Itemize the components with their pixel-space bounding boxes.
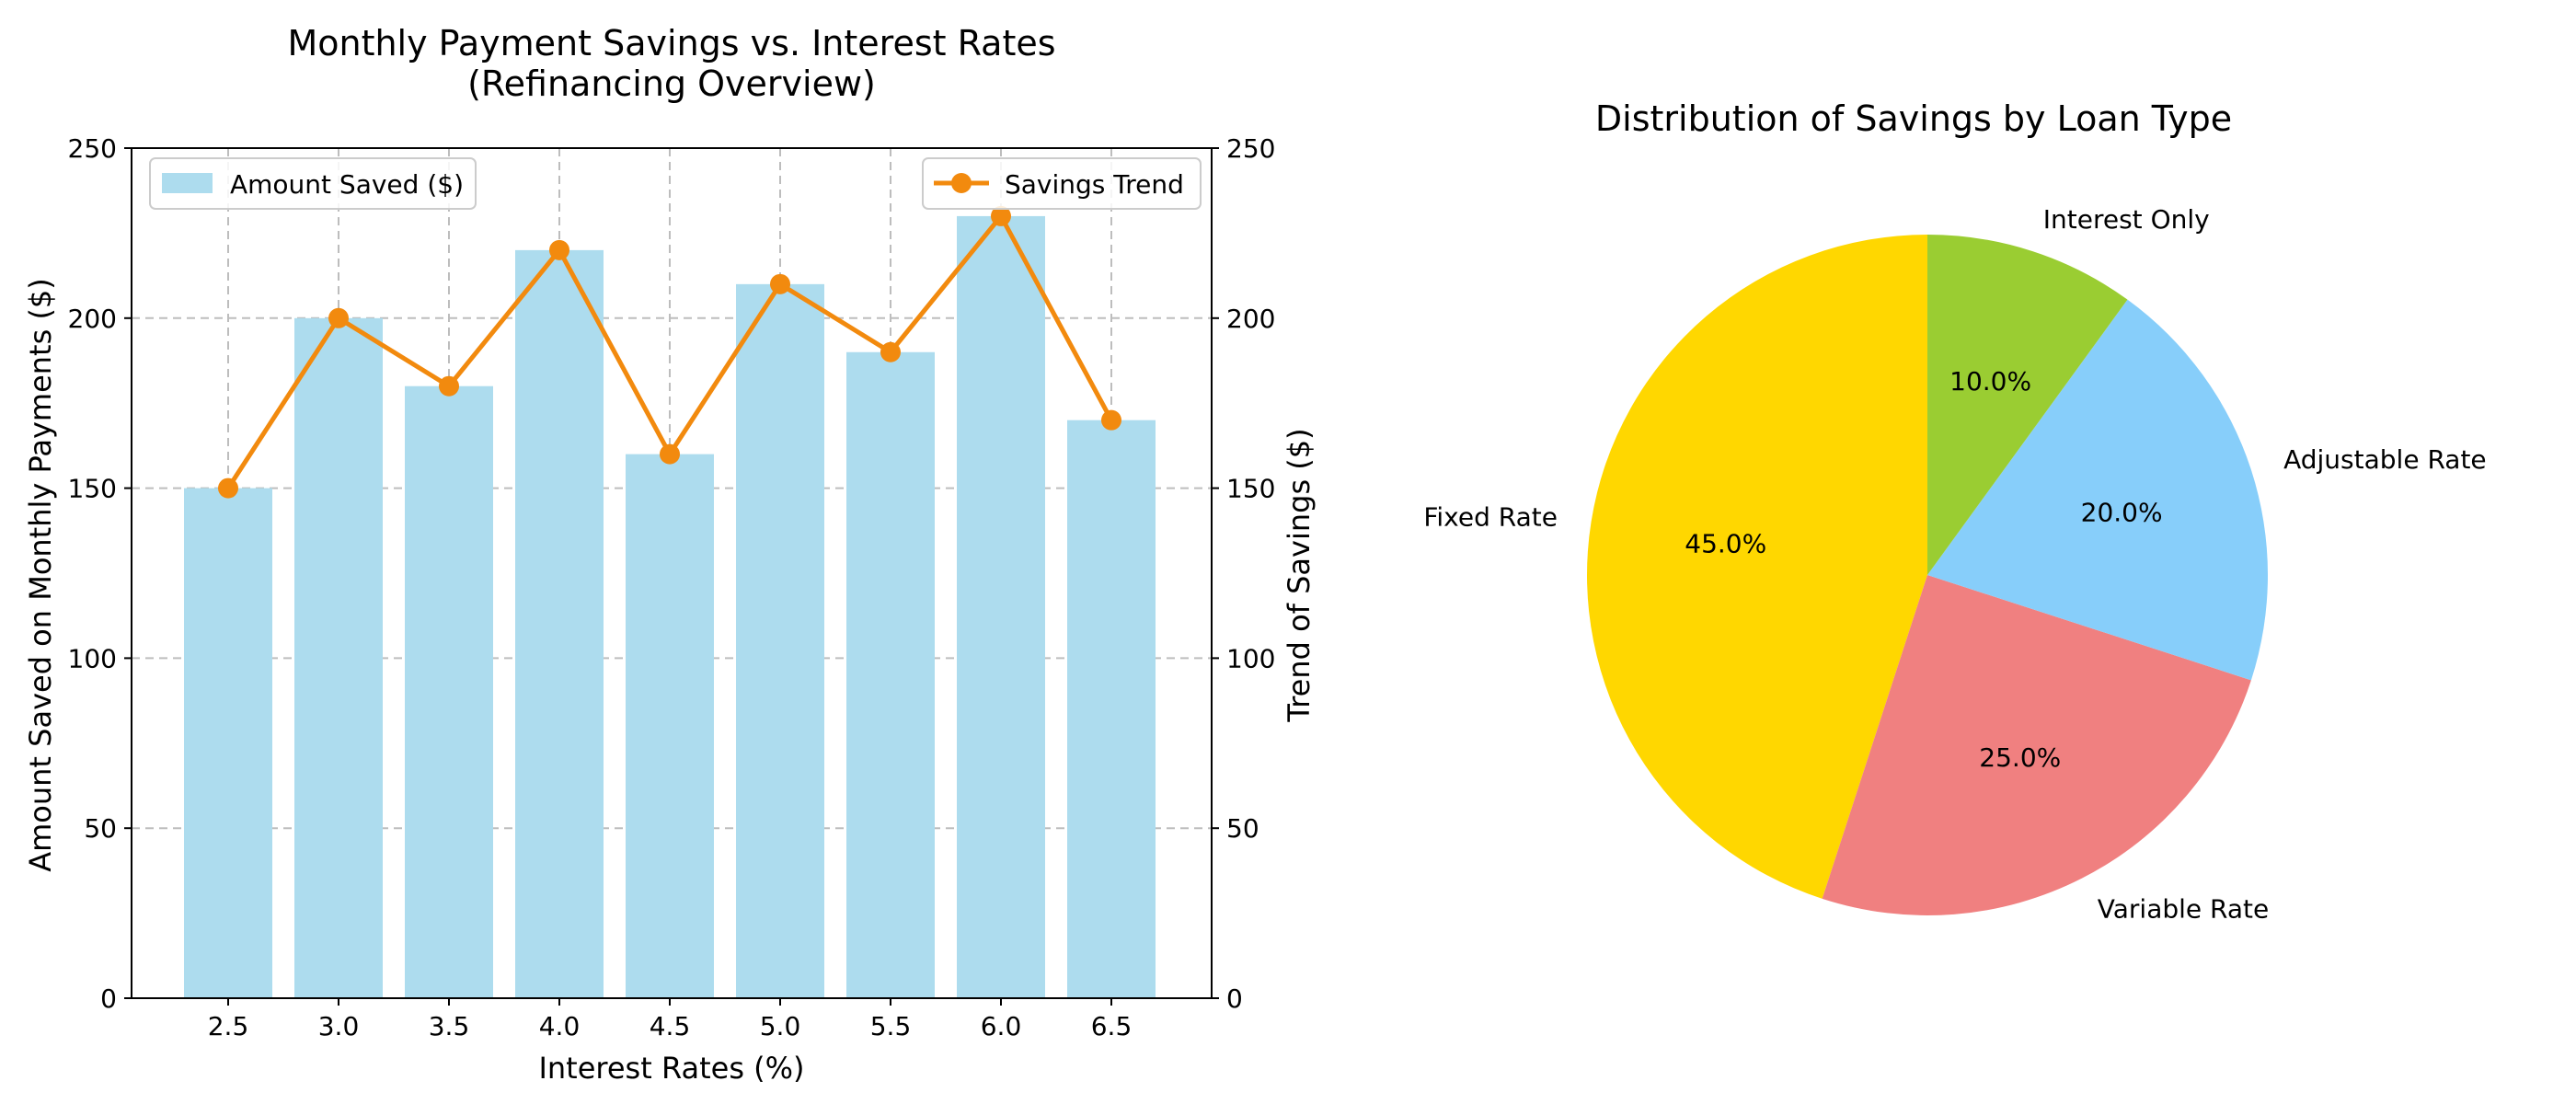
x-axis-label: Interest Rates (%) (538, 1051, 804, 1086)
y-tick-label: 100 (68, 643, 117, 673)
bar-legend: Amount Saved ($) (149, 157, 477, 210)
axes: 0 0 50 50 100 100 150 150 200 200 250 250 2.5 3.0 3.5 4… (68, 133, 1276, 1041)
pie-category-label: Variable Rate (2098, 894, 2269, 925)
bar-5.0 (736, 283, 824, 999)
pie-chart-title: Distribution of Savings by Loan Type (1595, 98, 2232, 139)
trend-point-3.5 (439, 375, 459, 397)
x-tick-label: 6.0 (981, 1011, 1022, 1041)
x-tick-label: 5.0 (760, 1011, 801, 1041)
y2-tick-label: 250 (1226, 133, 1275, 164)
pie-labels: 45.0% Fixed Rate 25.0% Variable Rate 20.0% Ad… (1423, 204, 2486, 925)
pie-percent-label: 25.0% (1979, 742, 2061, 773)
bars (184, 215, 1156, 999)
trend-point-5.5 (880, 341, 901, 362)
x-tick-label: 5.5 (870, 1011, 912, 1041)
y2-tick-label: 150 (1226, 474, 1275, 504)
y-tick-label: 250 (68, 133, 117, 164)
bar-legend-label: Amount Saved ($) (230, 169, 464, 200)
pie-slices (1586, 235, 2268, 916)
bar-legend-frame (149, 157, 477, 210)
bar-3.0 (294, 317, 383, 998)
trend-point-2.5 (218, 477, 238, 499)
pie-slice-adjustable-rate (1927, 299, 2268, 681)
bar-chart-title-line1: Monthly Payment Savings vs. Interest Rat… (287, 23, 1055, 63)
bar-3.5 (405, 385, 493, 999)
savings-bar-line-chart: Monthly Payment Savings vs. Interest Rat… (23, 23, 1317, 1086)
trend-point-5.0 (770, 273, 790, 294)
line-legend-frame (922, 157, 1202, 210)
bar-5.5 (846, 351, 935, 998)
y2-axis-label: Trend of Savings ($) (1282, 428, 1317, 722)
trend-line (218, 205, 1121, 499)
x-tick-label: 4.0 (539, 1011, 581, 1041)
pie-slice-interest-only (1927, 235, 2128, 575)
bar-legend-swatch (162, 173, 213, 193)
pie-slice-variable-rate (1822, 575, 2251, 916)
line-legend-label: Savings Trend (1005, 169, 1184, 200)
x-tick-label: 2.5 (208, 1011, 249, 1041)
bar-6.0 (957, 215, 1045, 999)
bar-chart-title-line2: (Refinancing Overview) (467, 63, 876, 104)
bar-4.0 (515, 249, 604, 998)
x-tick-label: 3.5 (429, 1011, 470, 1041)
trend-point-3.0 (328, 307, 349, 328)
y2-tick-label: 0 (1226, 983, 1243, 1014)
y-tick-label: 200 (68, 304, 117, 334)
pie-percent-label: 45.0% (1685, 528, 1766, 558)
trend-point-4.5 (660, 443, 680, 465)
y2-tick-label: 100 (1226, 643, 1275, 673)
x-tick-label: 3.0 (318, 1011, 360, 1041)
bar-6.5 (1067, 420, 1156, 998)
y-tick-label: 150 (68, 474, 117, 504)
y-tick-label: 50 (84, 813, 117, 844)
y-tick-label: 0 (100, 983, 117, 1014)
pie-percent-label: 20.0% (2081, 497, 2163, 527)
x-tick-label: 4.5 (650, 1011, 691, 1041)
trend-point-4.0 (549, 239, 569, 260)
y2-tick-label: 200 (1226, 304, 1275, 334)
trend-point-6.0 (991, 205, 1011, 226)
y-axis-label: Amount Saved on Monthly Payments ($) (23, 278, 58, 872)
pie-category-label: Interest Only (2043, 204, 2210, 235)
line-legend: Savings Trend (922, 157, 1202, 210)
line-legend-marker (951, 173, 972, 193)
pie-slice-fixed-rate (1586, 235, 1927, 899)
loan-type-pie-chart: Distribution of Savings by Loan Type 45.… (1423, 98, 2486, 925)
bar-2.5 (184, 488, 272, 998)
y2-tick-label: 50 (1226, 813, 1259, 844)
pie-percent-label: 10.0% (1949, 366, 2031, 397)
bar-4.5 (626, 454, 714, 998)
pie-category-label: Adjustable Rate (2283, 444, 2487, 475)
x-tick-label: 6.5 (1091, 1011, 1133, 1041)
pie-category-label: Fixed Rate (1423, 501, 1558, 532)
trend-point-6.5 (1101, 409, 1121, 431)
